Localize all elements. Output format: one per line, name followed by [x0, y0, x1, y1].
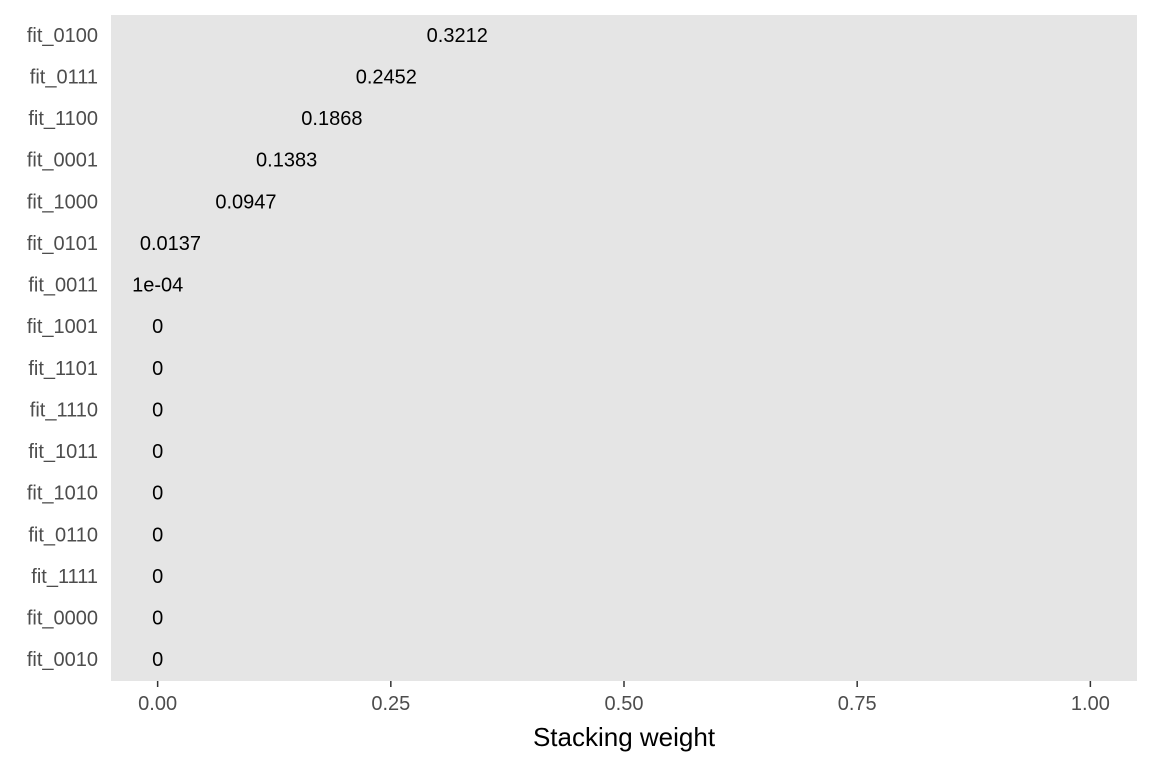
data-label: 0 — [152, 358, 163, 380]
data-label: 0 — [152, 566, 163, 588]
data-label: 0 — [152, 441, 163, 463]
y-tick-label: fit_1000 — [27, 191, 98, 213]
y-tick-label: fit_0110 — [28, 524, 98, 546]
y-tick-label: fit_0000 — [27, 608, 98, 630]
data-label: 0 — [152, 649, 163, 671]
y-tick-label: fit_1011 — [28, 441, 98, 463]
x-tick-label: 0.00 — [138, 693, 177, 715]
data-label: 0 — [152, 399, 163, 421]
data-label: 0.3212 — [427, 25, 488, 47]
data-label: 0 — [152, 316, 163, 338]
y-tick-label: fit_0001 — [27, 150, 98, 172]
data-label: 1e-04 — [132, 275, 183, 297]
y-tick-label: fit_1111 — [31, 566, 98, 588]
x-tick-label: 1.00 — [1071, 693, 1110, 715]
y-tick-label: fit_1010 — [27, 483, 98, 505]
data-label: 0.0947 — [215, 191, 276, 213]
y-tick-label: fit_0111 — [30, 66, 98, 88]
data-label: 0 — [152, 483, 163, 505]
plot-panel — [111, 15, 1137, 681]
value-labels: 0.3212 0.2452 0.1868 0.1383 0.0947 0.0137 1e-0… — [132, 25, 488, 671]
y-tick-label: fit_1001 — [27, 316, 98, 338]
x-tick-label: 0.50 — [605, 693, 644, 715]
y-tick-label: fit_0101 — [27, 233, 98, 255]
data-label: 0 — [152, 608, 163, 630]
x-tick-label: 0.75 — [838, 693, 877, 715]
data-label: 0.0137 — [140, 233, 201, 255]
y-tick-label: fit_1100 — [28, 108, 98, 130]
data-label: 0 — [152, 524, 163, 546]
data-label: 0.2452 — [356, 66, 417, 88]
x-axis: 0.00 0.25 0.50 0.75 1.00 — [138, 681, 1110, 715]
data-label: 0.1383 — [256, 150, 317, 172]
y-axis-labels: fit_0100 fit_0111 fit_1100 fit_0001 fit_1000… — [27, 25, 98, 671]
y-tick-label: fit_1101 — [28, 358, 98, 380]
x-tick-label: 0.25 — [371, 693, 410, 715]
y-tick-label: fit_1110 — [30, 399, 98, 421]
y-tick-label: fit_0010 — [27, 649, 98, 671]
data-label: 0.1868 — [301, 108, 362, 130]
y-tick-label: fit_0100 — [27, 25, 98, 47]
y-tick-label: fit_0011 — [28, 275, 98, 297]
x-axis-title: Stacking weight — [533, 722, 716, 752]
